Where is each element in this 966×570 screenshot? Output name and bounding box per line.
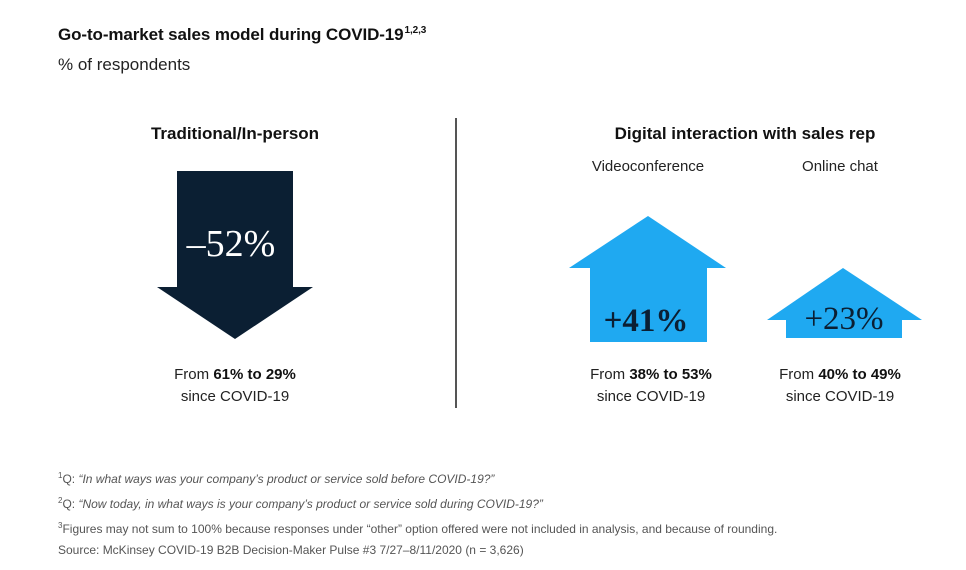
chart-subtitle: % of respondents [58, 55, 191, 74]
sub-heading-online-chat: Online chat [802, 158, 878, 175]
change-label-videoconference: +41% [604, 303, 689, 339]
caption-prefix: From [779, 366, 819, 383]
footnote-mark: 2 [58, 496, 63, 505]
footnotes: 1Q: “In what ways was your company’s pro… [58, 465, 777, 561]
caption-prefix: From [590, 366, 630, 383]
change-label-traditional: –52% [186, 223, 276, 265]
caption-range: 40% to 49% [818, 366, 901, 383]
caption-videoconference-line2: since COVID-19 [596, 388, 706, 405]
footnote-prefix: Q: [62, 472, 79, 486]
footnote-text: Figures may not sum to 100% because resp… [62, 522, 778, 536]
section-divider [455, 118, 457, 408]
footnote-mark: 1 [58, 471, 63, 480]
footnote-text: “In what ways was your company’s product… [78, 472, 495, 486]
caption-online-chat: From 40% to 49% since COVID-19 [735, 364, 945, 408]
footnote-3: 3Figures may not sum to 100% because res… [58, 515, 777, 540]
chart-title: Go-to-market sales model during COVID-19… [58, 25, 426, 45]
caption-traditional: From 61% to 29% since COVID-19 [130, 364, 340, 408]
sub-heading-videoconference: Videoconference [591, 158, 705, 175]
change-label-online-chat: +23% [804, 301, 883, 337]
caption-videoconference: From 38% to 53% since COVID-19 [546, 364, 756, 408]
chart-title-text: Go-to-market sales model during COVID-19 [58, 25, 404, 44]
caption-range: 38% to 53% [629, 366, 712, 383]
down-arrow-traditional [157, 171, 313, 339]
caption-traditional-line1: From 61% to 29% [130, 364, 340, 386]
footnote-mark: 3 [58, 521, 63, 530]
section-heading-traditional: Traditional/In-person [150, 124, 320, 143]
caption-online-chat-line2: since COVID-19 [785, 388, 895, 405]
caption-videoconference-line1: From 38% to 53% [546, 364, 756, 386]
footnote-2: 2Q: “Now today, in what ways is your com… [58, 490, 777, 515]
caption-online-chat-line1: From 40% to 49% [735, 364, 945, 386]
footnote-prefix: Q: [62, 497, 79, 511]
footnote-text: “Now today, in what ways is your company… [78, 497, 543, 511]
title-footnote-marks: 1,2,3 [404, 25, 427, 36]
caption-range: 61% to 29% [213, 366, 296, 383]
caption-prefix: From [174, 366, 214, 383]
footnote-1: 1Q: “In what ways was your company’s pro… [58, 465, 777, 490]
source-note: Source: McKinsey COVID-19 B2B Decision-M… [58, 543, 524, 557]
up-arrow-online-chat [767, 268, 922, 338]
up-arrow-videoconference [569, 216, 726, 342]
section-heading-digital: Digital interaction with sales rep [614, 124, 876, 143]
caption-traditional-line2: since COVID-19 [180, 388, 290, 405]
